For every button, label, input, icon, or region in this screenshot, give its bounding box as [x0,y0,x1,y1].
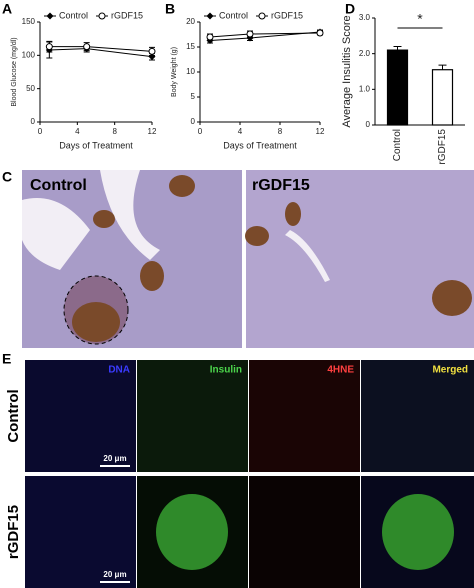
x-tick-label: 8 [278,127,283,136]
y-tick-label: 0 [366,120,371,129]
x-axis-label: Days of Treatment [223,140,297,150]
legend-marker [258,12,266,20]
x-tick-label: 12 [316,127,325,136]
4hne-control [249,360,360,472]
y-tick-label: 100 [22,50,36,59]
panel-label: D [345,1,355,17]
histology-label: Control [30,177,87,194]
marker [206,33,214,41]
bar [386,49,409,126]
y-axis-label: Body Weight (g) [171,47,178,97]
marker [246,30,254,38]
y-tick-label: 10 [186,67,195,76]
row-label: Control [5,389,22,442]
scale-bar-label: 20 μm [103,570,126,579]
error-bar [438,64,447,70]
x-tick-label: Control [392,129,403,161]
tissue-gap [285,230,330,282]
legend-label: rGDF15 [111,10,143,20]
histology-rgdf15 [246,170,474,348]
y-tick-label: 50 [26,84,35,93]
legend-marker [46,12,54,20]
marker [83,43,91,51]
channel-label: Merged [432,365,468,376]
islet [169,175,195,197]
marker [45,43,53,51]
y-tick-label: 0 [191,117,196,126]
tissue-gap [100,170,160,260]
y-axis-label: Blood Glucose (mg/dl) [11,37,18,106]
x-tick-label: 12 [148,127,157,136]
channel-label: DNA [108,365,130,376]
islet [72,302,120,342]
marker [148,47,156,55]
legend-marker [98,12,106,20]
islet [245,226,269,246]
x-tick-label: rGDF15 [437,129,448,165]
histology-label: rGDF15 [252,177,310,194]
marker [316,29,324,37]
islet-insulin [156,494,228,570]
panel-label: A [2,1,12,17]
x-tick-label: 0 [198,127,203,136]
legend-label: Control [59,10,88,20]
islet [432,280,472,316]
y-tick-label: 150 [22,17,36,26]
islet [140,261,164,291]
islet [285,202,301,226]
4hne-rgdf15 [249,476,360,588]
annotation: * [417,11,423,27]
insulin-control [137,360,248,472]
legend-label: rGDF15 [271,10,303,20]
dna-rgdf15 [25,476,136,588]
islet-merged [382,494,454,570]
fluorescence-images [25,360,474,588]
y-tick-label: 3.0 [359,13,371,22]
legend-label: Control [219,10,248,20]
y-tick-label: 1.0 [359,84,371,93]
y-tick-label: 2.0 [359,49,371,58]
panel-label: B [165,1,175,17]
y-tick-label: 0 [31,117,36,126]
histology-images [22,170,474,348]
row-label: rGDF15 [5,505,22,559]
x-tick-label: 4 [75,127,80,136]
x-tick-label: 8 [112,127,117,136]
channel-label: Insulin [210,365,242,376]
scale-bar-label: 20 μm [103,454,126,463]
dna-control [25,360,136,472]
channel-label: 4HNE [327,365,354,376]
islet [93,210,115,228]
panel-label: C [2,169,12,185]
x-tick-label: 0 [38,127,43,136]
y-axis-label: Average Insulitis Score [341,15,353,127]
panel-label: E [2,351,11,367]
x-axis-label: Days of Treatment [59,140,133,150]
tissue-gap [22,198,90,270]
legend-marker [206,12,214,20]
y-tick-label: 5 [191,92,196,101]
y-tick-label: 15 [186,42,195,51]
x-tick-label: 4 [238,127,243,136]
merged-control [361,360,474,472]
y-tick-label: 20 [186,17,195,26]
bar [431,69,454,126]
